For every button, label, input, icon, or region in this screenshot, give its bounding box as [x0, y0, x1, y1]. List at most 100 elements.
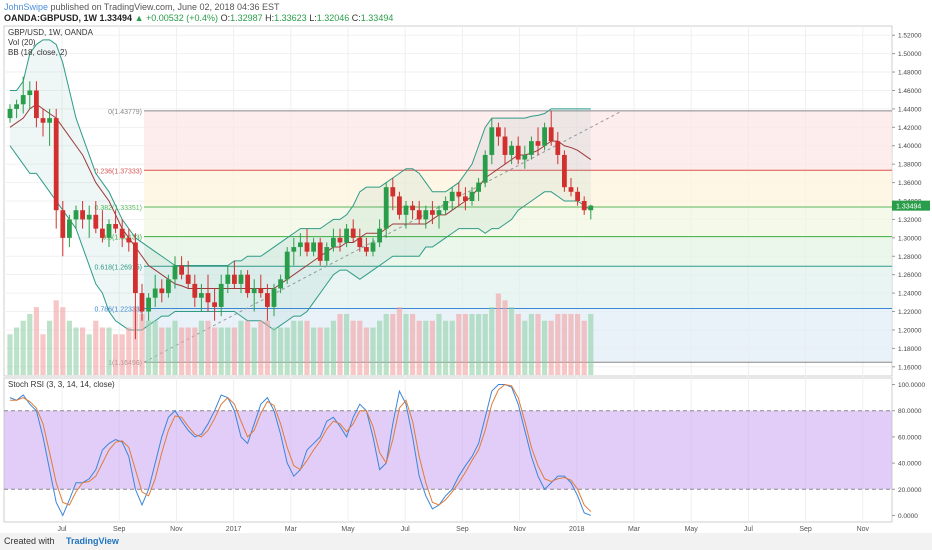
candle-body	[364, 247, 369, 252]
candle-body	[304, 242, 310, 252]
candle-body	[370, 242, 376, 252]
volume-bar	[555, 313, 561, 375]
candle-body	[542, 127, 547, 146]
close-label: C:	[351, 13, 361, 23]
x-tick-label: May	[685, 526, 699, 533]
volume-bar	[60, 307, 66, 375]
volume-bar	[245, 320, 251, 375]
candle-body	[555, 141, 561, 155]
stoch-band-fill	[4, 410, 892, 490]
candle-body	[410, 205, 415, 211]
x-tick-label: 2017	[226, 526, 242, 533]
price-tick-label: 1.18000	[898, 346, 922, 353]
volume-bar	[396, 307, 402, 375]
volume-bar	[113, 334, 119, 375]
candle-body	[106, 224, 112, 238]
volume-bar	[132, 307, 138, 375]
volume-bar	[337, 313, 343, 375]
price-tick-label: 1.40000	[898, 143, 922, 150]
candle-body	[238, 274, 244, 284]
candle-body	[515, 145, 521, 160]
volume-bar	[86, 334, 92, 375]
price-tick-label: 1.24000	[898, 291, 922, 298]
candle-body	[476, 182, 481, 192]
candle-body	[390, 187, 396, 197]
candle-body	[456, 191, 462, 197]
open-label: O:	[220, 13, 231, 23]
price-tick-label: 1.32000	[898, 217, 922, 224]
volume-bar	[568, 313, 574, 375]
candle-body	[502, 136, 508, 155]
candle-body	[7, 108, 13, 119]
stoch-legend: Stoch RSI (3, 3, 14, 14, close)	[8, 380, 115, 389]
x-tick-label: Mar	[285, 526, 298, 533]
volume-bar	[40, 334, 46, 375]
stoch-tick-label: 100.0000	[898, 382, 925, 389]
price-tick-label: 1.42000	[898, 125, 922, 132]
candle-body	[311, 242, 316, 252]
last-price: 1.33494	[99, 13, 133, 23]
price-tick-label: 1.48000	[898, 70, 922, 77]
candle-body	[535, 141, 541, 146]
candle-body	[14, 104, 19, 109]
candle-body	[185, 274, 191, 284]
candle-body	[331, 237, 336, 248]
volume-bar	[344, 313, 350, 375]
instrument-legend: GBP/USD, 1W, OANDA	[8, 28, 94, 37]
fib-level-label: 1(1.16496)	[108, 360, 142, 367]
volume-bar	[47, 320, 53, 375]
price-tick-label: 1.28000	[898, 254, 922, 261]
volume-bar	[14, 327, 20, 375]
stoch-tick-label: 0.0000	[898, 513, 918, 520]
candle-body	[430, 210, 435, 215]
x-tick-label: Sep	[799, 526, 812, 533]
fib-zone	[144, 206, 892, 237]
volume-bar	[350, 320, 356, 375]
volume-bar	[291, 320, 297, 375]
candle-body	[397, 196, 402, 215]
price-tick-label: 1.22000	[898, 309, 922, 316]
candle-body	[27, 90, 33, 96]
volume-bar	[509, 307, 515, 375]
volume-bar	[93, 320, 99, 375]
candle-body	[529, 141, 534, 155]
volume-bar	[357, 320, 363, 375]
fib-trend-line	[143, 110, 623, 363]
candle-body	[522, 154, 528, 160]
chart-canvas[interactable]: 0(1.43779) 0.236(1.37333) 0.382(1.33351) 0.…	[0, 24, 932, 533]
tradingview-logo[interactable]: TradingView	[66, 536, 119, 546]
candle-body	[581, 201, 587, 211]
open-value: 1.32987	[230, 13, 263, 23]
author-link[interactable]: JohnSwipe	[4, 2, 49, 12]
volume-bar	[456, 313, 462, 375]
volume-bar	[581, 320, 587, 375]
volume-bar	[436, 313, 442, 375]
high-label: H:	[265, 13, 275, 23]
x-tick-label: Mar	[628, 526, 641, 533]
volume-bar	[469, 313, 475, 375]
publish-info: published on TradingView.com, June 02, 2…	[50, 2, 280, 12]
candle-body	[344, 228, 349, 243]
volume-bar	[410, 313, 416, 375]
volume-bar	[53, 300, 59, 375]
volume-bar	[535, 313, 541, 375]
volume-bar	[205, 320, 211, 375]
candle-body	[548, 127, 554, 142]
volume-bar	[370, 327, 376, 375]
volume-bar	[192, 327, 198, 375]
price-tick-label: 1.36000	[898, 180, 922, 187]
candle-body	[199, 293, 204, 298]
bollinger-basis-line	[9, 103, 592, 289]
candle-body	[377, 228, 382, 243]
candle-body	[568, 187, 574, 192]
candle-body	[271, 288, 277, 307]
candle-body	[383, 187, 389, 229]
candle-body	[53, 118, 59, 211]
last-price-marker	[892, 200, 930, 211]
volume-bar	[330, 320, 336, 375]
candle-body	[86, 214, 92, 220]
stoch-tick-label: 40.0000	[898, 461, 922, 468]
volume-bar	[377, 320, 383, 375]
bollinger-fill	[10, 39, 591, 330]
candle-body	[489, 127, 495, 155]
